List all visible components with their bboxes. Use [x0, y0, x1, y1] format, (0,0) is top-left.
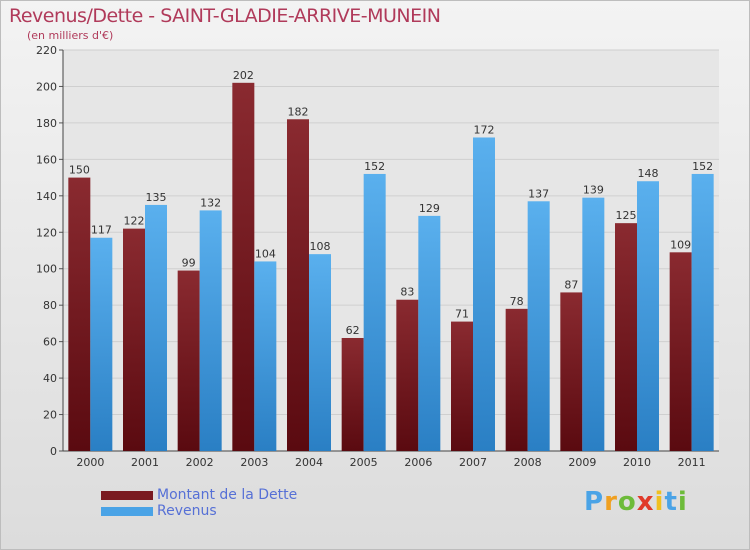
x-tick-label: 2005 [350, 456, 378, 469]
y-tick-label: 180 [36, 117, 57, 130]
data-label-dette: 62 [346, 324, 360, 337]
data-label-revenus: 104 [255, 247, 276, 260]
x-tick-label: 2000 [76, 456, 104, 469]
bar-dette [68, 177, 91, 451]
bar-revenus [363, 173, 386, 452]
legend-item-dette: Montant de la Dette [101, 487, 297, 503]
data-label-revenus: 139 [583, 184, 604, 197]
y-tick-label: 80 [43, 299, 57, 312]
y-tick-label: 140 [36, 190, 57, 203]
x-tick-label: 2004 [295, 456, 323, 469]
data-label-dette: 150 [69, 164, 90, 177]
data-label-dette: 71 [455, 308, 469, 321]
y-tick-label: 40 [43, 372, 57, 385]
data-label-revenus: 129 [419, 202, 440, 215]
legend-swatch-dette [101, 490, 153, 500]
chart-subtitle: (en milliers d'€) [27, 29, 114, 42]
bar-revenus [637, 181, 659, 451]
bar-dette [396, 299, 419, 451]
bar-dette [615, 223, 637, 451]
data-label-revenus: 108 [310, 240, 331, 253]
data-label-revenus: 117 [91, 224, 112, 237]
x-tick-label: 2003 [240, 456, 268, 469]
y-tick-label: 200 [36, 80, 57, 93]
bar-dette [123, 228, 145, 451]
data-label-revenus: 152 [364, 160, 385, 173]
legend: Montant de la Dette Revenus [101, 487, 297, 519]
bar-dette [177, 270, 200, 451]
data-label-dette: 109 [670, 238, 691, 251]
y-tick-label: 20 [43, 409, 57, 422]
bar-revenus [309, 254, 331, 451]
proxiti-logo: Proxiti [584, 487, 688, 517]
bar-revenus [254, 261, 277, 451]
bar-dette [669, 252, 692, 451]
x-tick-label: 2010 [623, 456, 651, 469]
bar-revenus [691, 173, 714, 452]
chart-title: Revenus/Dette - SAINT-GLADIE-ARRIVE-MUNE… [9, 5, 441, 27]
plot-area [63, 50, 719, 451]
bar-revenus [199, 210, 222, 451]
data-label-revenus: 135 [146, 191, 167, 204]
bar-dette [451, 321, 473, 451]
legend-item-revenus: Revenus [101, 503, 297, 519]
bar-revenus [418, 215, 441, 451]
legend-label-dette: Montant de la Dette [157, 487, 298, 503]
bar-dette [287, 119, 309, 451]
data-label-dette: 202 [233, 69, 254, 82]
data-label-dette: 99 [182, 257, 196, 270]
data-label-revenus: 148 [638, 167, 659, 180]
data-label-dette: 182 [288, 105, 309, 118]
x-tick-label: 2008 [514, 456, 542, 469]
bar-revenus [145, 204, 167, 451]
x-tick-label: 2001 [131, 456, 159, 469]
data-label-dette: 83 [400, 286, 414, 299]
bar-dette [505, 308, 528, 451]
x-tick-label: 2002 [186, 456, 214, 469]
y-tick-label: 0 [50, 445, 57, 458]
data-label-dette: 87 [564, 278, 578, 291]
x-tick-label: 2006 [404, 456, 432, 469]
data-label-dette: 125 [616, 209, 637, 222]
y-tick-label: 60 [43, 336, 57, 349]
data-label-revenus: 137 [528, 187, 549, 200]
bar-revenus [473, 137, 495, 451]
bar-revenus [90, 237, 113, 451]
bar-dette [341, 337, 364, 451]
bar-revenus [527, 201, 550, 451]
x-tick-label: 2007 [459, 456, 487, 469]
data-label-revenus: 172 [474, 123, 495, 136]
legend-label-revenus: Revenus [157, 503, 217, 519]
x-tick-label: 2011 [678, 456, 706, 469]
x-tick-label: 2009 [568, 456, 596, 469]
y-tick-label: 100 [36, 263, 57, 276]
y-tick-label: 220 [36, 44, 57, 57]
data-label-dette: 78 [510, 295, 524, 308]
y-tick-label: 160 [36, 153, 57, 166]
legend-swatch-revenus [101, 506, 153, 516]
bar-dette [232, 82, 255, 452]
y-tick-label: 120 [36, 226, 57, 239]
data-label-dette: 122 [124, 215, 145, 228]
bar-dette [560, 292, 583, 451]
data-label-revenus: 152 [692, 160, 713, 173]
bar-revenus [582, 197, 605, 451]
data-label-revenus: 132 [200, 196, 221, 209]
